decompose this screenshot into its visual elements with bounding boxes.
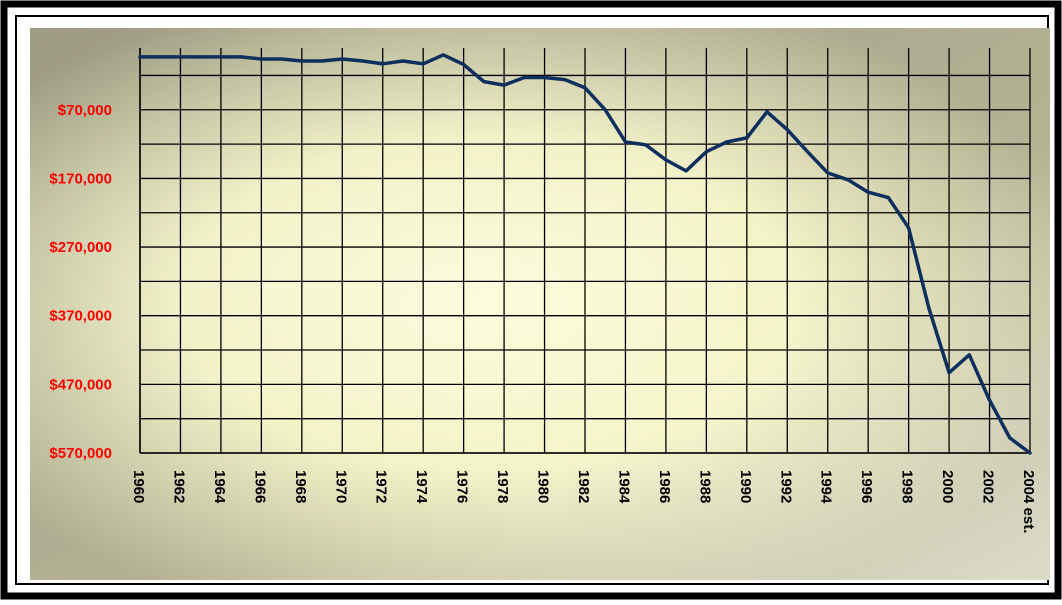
- x-tick-label: 1966: [251, 470, 268, 503]
- x-tick-label: 1988: [696, 470, 713, 503]
- x-tick-label: 1962: [170, 470, 187, 503]
- y-tick-label: $70,000: [58, 102, 112, 119]
- x-tick-label: 2004 est.: [1020, 470, 1037, 533]
- x-tick-label: 1974: [413, 470, 430, 504]
- x-tick-label: 1960: [130, 470, 147, 503]
- line-series: [138, 53, 1032, 455]
- x-tick-label: 1986: [656, 470, 673, 503]
- y-tick-label: $570,000: [49, 445, 112, 462]
- x-tick-label: 1980: [535, 470, 552, 503]
- x-tick-label: 1998: [899, 470, 916, 503]
- y-tick-label: $470,000: [49, 376, 112, 393]
- x-tick-label: 1982: [575, 470, 592, 503]
- y-tick-label: $370,000: [49, 308, 112, 325]
- x-tick-label: 1996: [858, 470, 875, 503]
- x-tick-label: 1976: [454, 470, 471, 503]
- x-tick-label: 1970: [332, 470, 349, 503]
- plot-shade: [30, 28, 1050, 580]
- x-tick-label: 1992: [777, 470, 794, 503]
- x-tick-label: 1978: [494, 470, 511, 503]
- y-tick-label: $270,000: [49, 239, 112, 256]
- x-tick-label: 1964: [211, 470, 228, 504]
- x-tick-label: 1968: [292, 470, 309, 503]
- x-tick-label: 1990: [737, 470, 754, 503]
- x-tick-label: 1972: [373, 470, 390, 503]
- x-tick-label: 2002: [980, 470, 997, 503]
- x-tick-label: 1994: [818, 470, 835, 504]
- x-tick-label: 1984: [615, 470, 632, 504]
- x-tick-label: 2000: [939, 470, 956, 503]
- y-tick-label: $170,000: [49, 170, 112, 187]
